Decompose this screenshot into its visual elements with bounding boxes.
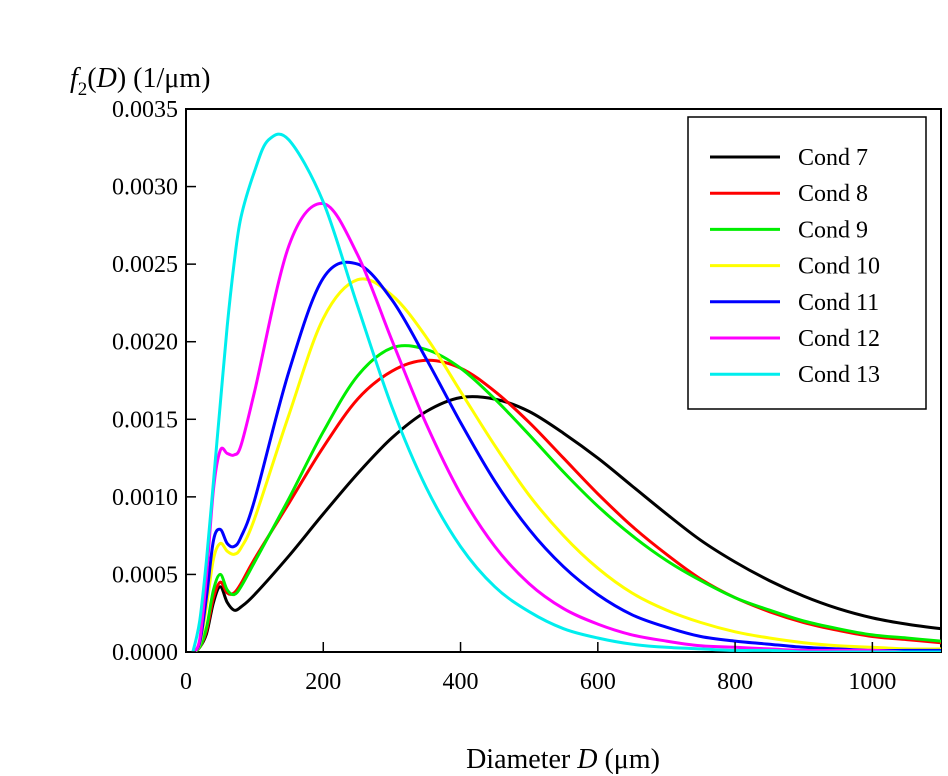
y-axis-title-paren-close: ) xyxy=(117,63,126,94)
y-axis-title-var: D xyxy=(96,63,117,94)
x-axis-title-prefix: Diameter xyxy=(466,744,577,775)
y-tick-label: 0.0015 xyxy=(112,407,178,433)
legend-label: Cond 8 xyxy=(798,181,868,207)
y-axis-title-sub: 2 xyxy=(78,79,88,100)
y-tick-label: 0.0010 xyxy=(112,485,178,511)
y-tick-label: 0.0005 xyxy=(112,562,178,588)
plot-area: 0 200 400 600 800 1000 0.0000 0.0005 0.0010 0.001… xyxy=(112,97,942,695)
x-axis-title: Diameter D (μm) xyxy=(466,744,660,775)
y-tick-label: 0.0035 xyxy=(112,97,178,123)
y-tick-label: 0.0020 xyxy=(112,330,178,356)
y-tick-label: 0.0030 xyxy=(112,175,178,201)
legend-label: Cond 13 xyxy=(798,362,880,388)
x-tick-label: 800 xyxy=(717,669,753,695)
y-axis-title: f2(D) (1/μm) xyxy=(70,63,210,100)
legend-label: Cond 9 xyxy=(798,217,868,243)
series-line-cond-9 xyxy=(191,344,941,652)
legend-label: Cond 10 xyxy=(798,254,880,280)
legend-label: Cond 12 xyxy=(798,326,880,352)
y-axis-title-f: f xyxy=(70,63,81,94)
series-group xyxy=(191,132,941,652)
legend-label: Cond 7 xyxy=(798,145,868,171)
x-axis-title-var: D xyxy=(576,744,597,775)
x-tick-label: 600 xyxy=(580,669,616,695)
series-line-cond-11 xyxy=(191,260,941,652)
x-tick-label: 1000 xyxy=(848,669,896,695)
x-tick-label: 200 xyxy=(305,669,341,695)
legend: Cond 7 Cond 8 Cond 9 Cond 10 Cond 11 Cond 12 C… xyxy=(687,116,927,410)
legend-box xyxy=(687,116,927,410)
y-tick-label: 0.0000 xyxy=(112,640,178,666)
y-axis-title-paren-open: ( xyxy=(87,63,96,94)
series-line-cond-13 xyxy=(191,132,941,652)
series-line-cond-10 xyxy=(191,277,941,652)
y-tick-label: 0.0025 xyxy=(112,252,178,278)
series-line-cond-7 xyxy=(191,395,941,652)
x-tick-label: 0 xyxy=(180,669,192,695)
y-axis-title-unit: (1/μm) xyxy=(126,63,210,94)
axis-ticks: 0 200 400 600 800 1000 0.0000 0.0005 0.0010 0.001… xyxy=(112,97,896,695)
x-tick-label: 400 xyxy=(443,669,479,695)
legend-label: Cond 11 xyxy=(798,290,879,316)
x-axis-title-unit: (μm) xyxy=(597,744,659,775)
plot-frame xyxy=(185,108,942,653)
